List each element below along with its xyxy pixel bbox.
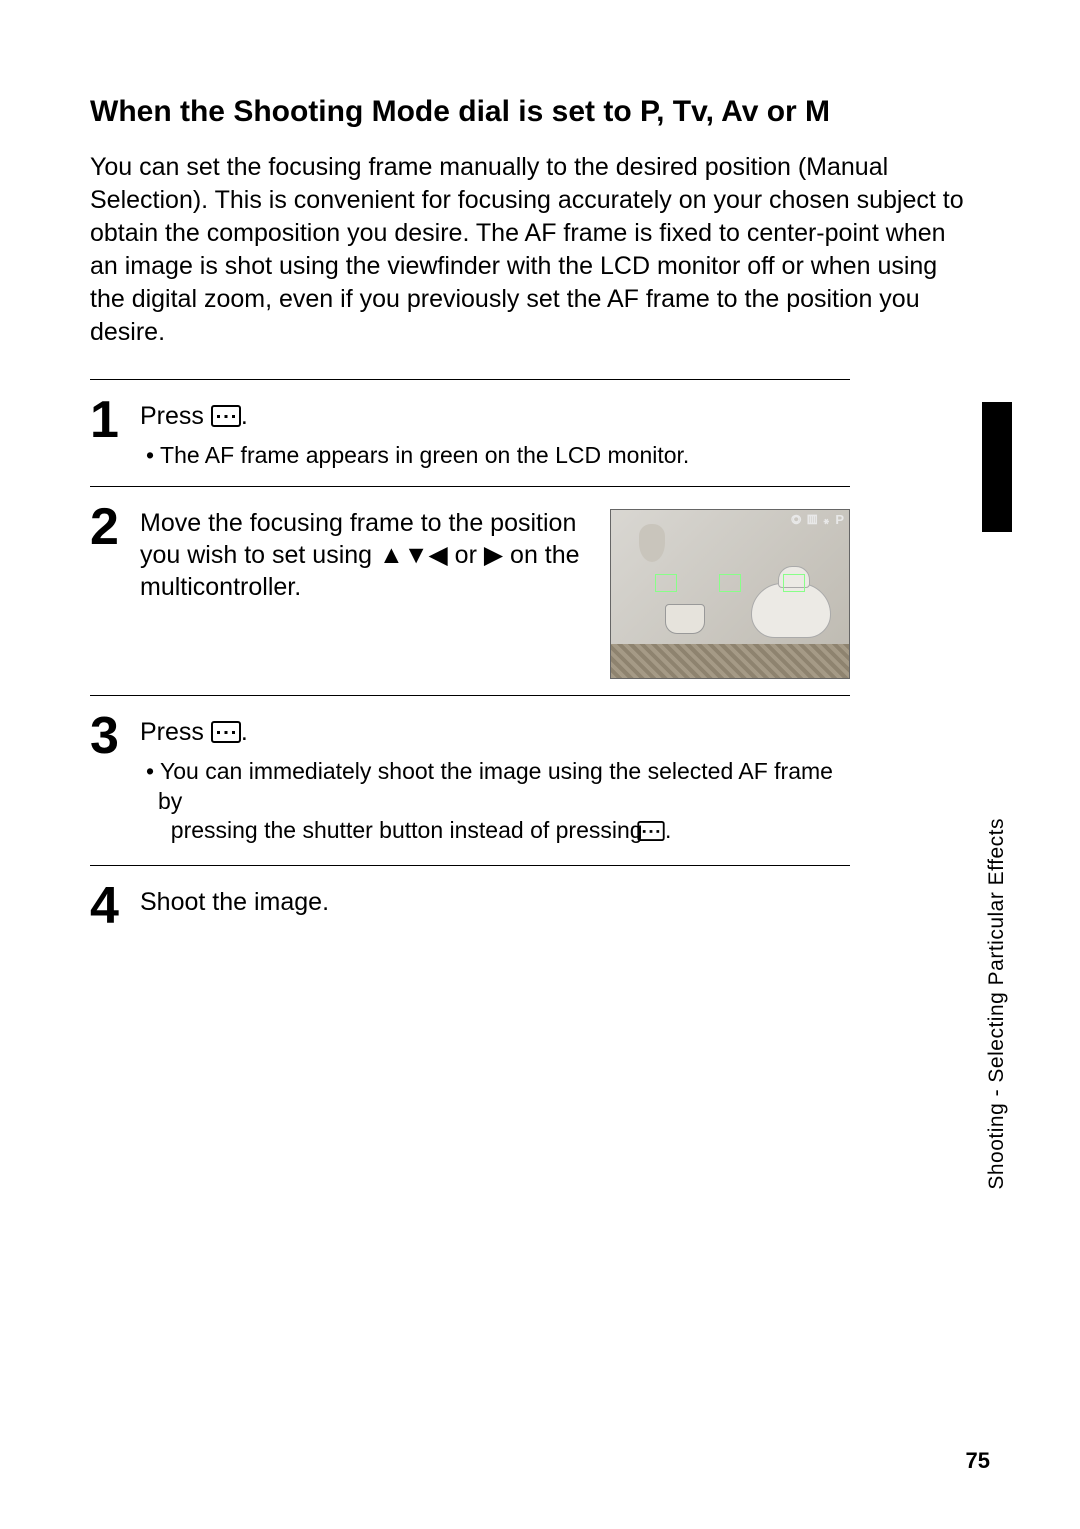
step-bullet: • You can immediately shoot the image us… — [140, 757, 850, 848]
step-main: Press . — [140, 400, 850, 435]
divider — [90, 486, 850, 487]
step-body: Shoot the image. — [140, 884, 850, 924]
step-3: 3 Press . • You can immediately shoot th… — [90, 708, 850, 858]
text: multicontroller. — [140, 573, 301, 601]
af-frame-button-icon — [211, 719, 241, 751]
example-lcd-thumbnail: ◎ ▥ ꘎ P — [610, 509, 850, 679]
step-main: Press . — [140, 716, 850, 751]
step-body: Press . • The AF frame appears in green … — [140, 398, 850, 470]
section-heading: When the Shooting Mode dial is set to P,… — [90, 95, 990, 129]
divider — [90, 865, 850, 866]
step-bullet: • The AF frame appears in green on the L… — [140, 441, 850, 470]
intro-paragraph: You can set the focusing frame manually … — [90, 151, 970, 349]
arrow-right-icon: ▶ — [484, 541, 503, 569]
step-2-row: Move the focusing frame to the position … — [140, 505, 850, 679]
step-1: 1 Press . • The AF frame appears in gree… — [90, 392, 850, 480]
step-2: 2 Move the focusing frame to the positio… — [90, 499, 850, 689]
text: Move the focusing frame to the position — [140, 509, 576, 537]
step-4: 4 Shoot the image. — [90, 878, 850, 942]
text: . — [241, 718, 248, 746]
step-number: 2 — [90, 501, 140, 553]
text: Press — [140, 402, 211, 430]
text: you wish to set using — [140, 541, 379, 569]
step-number: 1 — [90, 394, 140, 446]
step-body: Move the focusing frame to the position … — [140, 505, 594, 609]
step-number: 3 — [90, 710, 140, 762]
af-frame-button-icon — [211, 403, 241, 435]
arrow-up-down-left-icon: ▲▼◀ — [379, 541, 448, 569]
cup-shape — [665, 604, 705, 634]
af-frame-icon — [655, 574, 677, 592]
text: . — [241, 402, 248, 430]
text: or — [448, 541, 484, 569]
step-body: Press . • You can immediately shoot the … — [140, 714, 850, 848]
af-frame-icon — [719, 574, 741, 592]
divider — [90, 695, 850, 696]
flower-shape — [639, 524, 665, 562]
side-section-label: Shooting - Selecting Particular Effects — [984, 550, 1010, 1190]
af-frame-button-icon — [649, 819, 665, 848]
text: Press — [140, 718, 211, 746]
step-main: Move the focusing frame to the position … — [140, 507, 594, 603]
side-label-text: Shooting - Selecting Particular Effects — [985, 818, 1009, 1190]
af-frame-icon — [783, 574, 805, 592]
text: on the — [503, 541, 579, 569]
text: . — [665, 817, 671, 843]
step-main: Shoot the image. — [140, 886, 850, 918]
text: pressing the shutter button instead of p… — [171, 817, 649, 843]
text: • You can immediately shoot the image us… — [146, 758, 833, 813]
manual-page: When the Shooting Mode dial is set to P,… — [0, 0, 1080, 1529]
divider — [90, 379, 850, 380]
basket-shape — [611, 644, 849, 678]
thumb-index-tab — [982, 402, 1012, 532]
page-number: 75 — [966, 1448, 990, 1474]
lcd-overlay-text: ◎ ▥ ꘎ P — [791, 512, 845, 528]
step-number: 4 — [90, 880, 140, 932]
